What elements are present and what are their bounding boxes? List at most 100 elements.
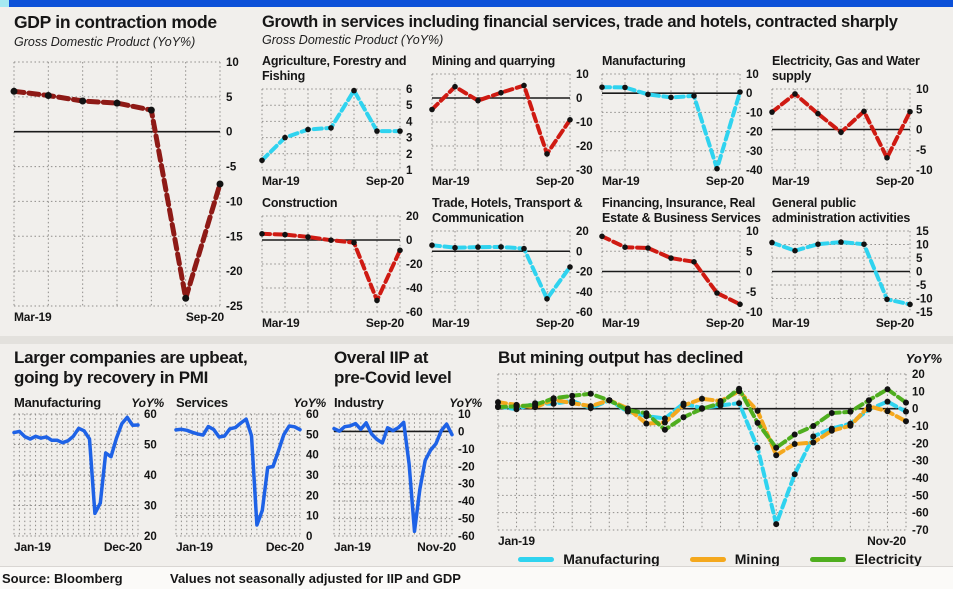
x-last-label: Sep-20 <box>705 316 744 330</box>
svg-text:10: 10 <box>746 69 759 81</box>
legend-item-manufacturing: Manufacturing <box>518 551 660 567</box>
cell-agriculture: Agriculture, Forestry and Fishing 6 5 4 3 2 1… <box>259 54 430 188</box>
x-last-label: Sep-20 <box>535 174 574 188</box>
svg-text:5: 5 <box>916 104 923 116</box>
x-last-label: Sep-20 <box>535 316 574 330</box>
svg-text:-10: -10 <box>746 307 763 319</box>
pmi-panel: Larger companies are upbeat, going by re… <box>12 348 330 554</box>
svg-text:-20: -20 <box>576 141 593 153</box>
svg-text:40: 40 <box>306 450 319 462</box>
svg-text:5: 5 <box>226 92 233 104</box>
sector-chart-title: Construction <box>262 196 338 210</box>
iip-industry-chart: 10 0 -10 -20 -30 -40 -50 -60 <box>332 409 482 543</box>
svg-text:10: 10 <box>912 386 925 398</box>
svg-text:-20: -20 <box>406 259 423 271</box>
cell-public-administration: General public administration activities… <box>769 196 940 330</box>
pmi-services-label-row: Services YoY% <box>176 394 326 410</box>
svg-text:-20: -20 <box>458 461 475 473</box>
gdp-panel: GDP in contraction mode Gross Domestic P… <box>10 12 254 324</box>
svg-text:-20: -20 <box>746 127 763 139</box>
legend: Manufacturing Mining Electricity <box>498 550 942 568</box>
svg-text:-10: -10 <box>458 444 475 456</box>
cell-manufacturing: Manufacturing 10 0 -10 -20 -30 -40 Mar-19 Sep… <box>599 54 770 188</box>
svg-text:10: 10 <box>746 226 759 238</box>
svg-text:1: 1 <box>406 165 413 177</box>
x-first-label: Jan-19 <box>334 540 371 554</box>
x-first-label: Mar-19 <box>14 310 52 324</box>
x-first-label: Mar-19 <box>262 174 300 188</box>
x-last-label: Dec-20 <box>103 540 142 554</box>
x-first-label: Jan-19 <box>498 534 535 548</box>
svg-text:-20: -20 <box>576 267 593 279</box>
x-first-label: Mar-19 <box>432 316 470 330</box>
svg-text:4: 4 <box>406 116 413 128</box>
x-last-label: Sep-20 <box>875 316 914 330</box>
sector-x-axis: Mar-19 Sep-20 <box>772 314 940 330</box>
svg-text:-5: -5 <box>916 145 927 157</box>
legend-label: Mining <box>734 551 780 567</box>
pmi-manufacturing-x-axis: Jan-19 Dec-20 <box>14 538 164 554</box>
svg-text:-10: -10 <box>226 196 243 208</box>
cell-financing-insurance: Financing, Insurance, Real Estate & Busi… <box>599 196 770 330</box>
svg-text:0: 0 <box>746 267 752 279</box>
yoy-unit-label: YoY% <box>449 396 482 410</box>
footer: Source: Bloomberg Values not seasonally … <box>0 566 953 589</box>
chart-series-label: Manufacturing <box>14 395 101 410</box>
svg-text:30: 30 <box>306 470 319 482</box>
x-last-label: Sep-20 <box>365 174 404 188</box>
svg-text:20: 20 <box>576 226 589 238</box>
svg-text:0: 0 <box>306 531 312 543</box>
iip-sectors-x-axis: Jan-19 Nov-20 <box>498 532 942 548</box>
x-last-label: Sep-20 <box>185 310 224 324</box>
cell-electricity-gas-water: Electricity, Gas and Water supply 10 5 0 -5… <box>769 54 940 188</box>
svg-text:0: 0 <box>406 235 412 247</box>
svg-text:-10: -10 <box>912 421 929 433</box>
svg-text:0: 0 <box>916 125 922 137</box>
services-panel-subtitle: Gross Domestic Product (YoY%) <box>262 33 444 47</box>
svg-text:0: 0 <box>916 267 922 279</box>
legend-swatch-electricity <box>809 556 846 562</box>
iip-panel-title-line-1: Overal IIP at <box>334 348 429 367</box>
svg-text:-15: -15 <box>916 307 933 319</box>
svg-text:-60: -60 <box>912 508 929 520</box>
svg-text:-60: -60 <box>576 307 593 319</box>
pmi-panel-title-line-2: going by recovery in PMI <box>14 368 209 387</box>
gdp-x-axis: Mar-19 Sep-20 <box>14 308 254 324</box>
iip-industry-label-row: Industry YoY% <box>334 394 482 410</box>
svg-text:-40: -40 <box>458 496 475 508</box>
pmi-manufacturing-chart: 60 50 40 30 20 <box>12 409 164 543</box>
legend-swatch-mining <box>689 556 726 562</box>
svg-text:-25: -25 <box>226 301 243 313</box>
svg-text:-20: -20 <box>912 438 929 450</box>
svg-text:60: 60 <box>306 409 319 421</box>
svg-text:-70: -70 <box>912 525 929 537</box>
yoy-unit-label: YoY% <box>293 396 326 410</box>
svg-text:0: 0 <box>746 88 752 100</box>
sector-chart-title: Financing, Insurance, Real Estate & Busi… <box>602 196 761 225</box>
x-first-label: Mar-19 <box>262 316 300 330</box>
sector-chart-title: Manufacturing <box>602 54 686 68</box>
sector-x-axis: Mar-19 Sep-20 <box>262 314 430 330</box>
x-last-label: Sep-20 <box>365 316 404 330</box>
chart-series-label: Industry <box>334 395 384 410</box>
svg-text:15: 15 <box>916 226 929 238</box>
svg-text:-5: -5 <box>746 287 757 299</box>
svg-text:-10: -10 <box>746 107 763 119</box>
cell-pmi-manufacturing: Manufacturing YoY% 60 50 40 30 20 Jan-19 Dec… <box>12 394 164 554</box>
svg-text:-5: -5 <box>226 162 237 174</box>
x-first-label: Mar-19 <box>432 174 470 188</box>
svg-text:-20: -20 <box>226 266 243 278</box>
legend-item-mining: Mining <box>689 551 780 567</box>
svg-text:-30: -30 <box>912 456 929 468</box>
x-first-label: Mar-19 <box>772 174 810 188</box>
svg-text:40: 40 <box>144 470 157 482</box>
svg-text:-40: -40 <box>576 287 593 299</box>
svg-text:-60: -60 <box>458 531 475 543</box>
sector-chart-title: General public administration activities <box>772 196 911 225</box>
svg-text:-40: -40 <box>746 165 763 177</box>
cell-mining-quarrying: Mining and quarrying 10 0 -10 -20 -30 Mar-19… <box>429 54 600 188</box>
yoy-unit-label: YoY% <box>905 351 942 366</box>
chart-series-label: Services <box>176 395 228 410</box>
mining-panel-title: But mining output has declined <box>498 348 744 367</box>
x-last-label: Nov-20 <box>417 540 456 554</box>
